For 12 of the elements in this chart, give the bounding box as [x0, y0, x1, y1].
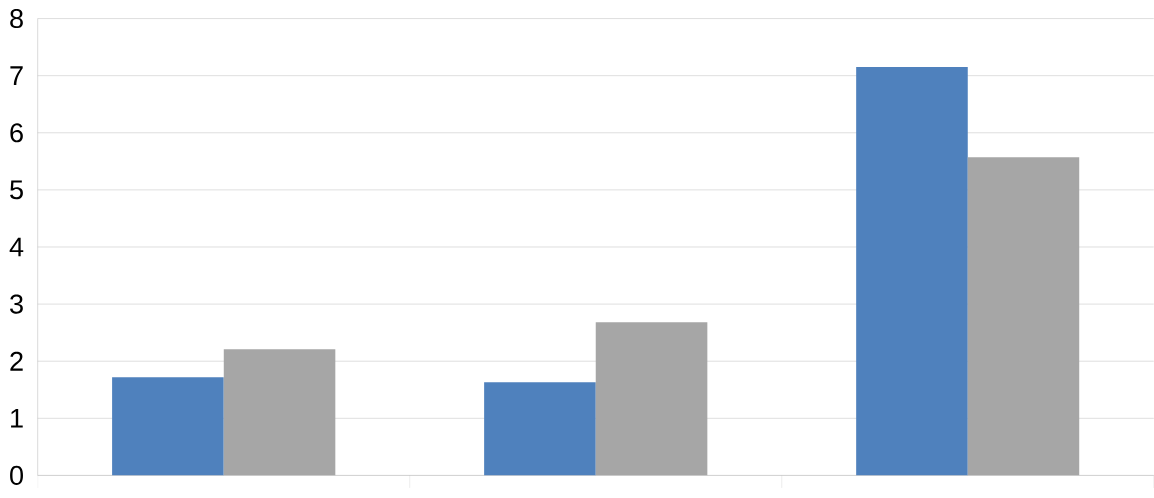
y-tick-label: 4 — [9, 237, 24, 257]
y-tick-label: 8 — [10, 8, 23, 29]
y-tick-label: 6 — [10, 123, 23, 143]
bar — [856, 67, 968, 476]
y-tick-label: 3 — [10, 294, 23, 314]
y-tick-label: 5 — [10, 180, 23, 200]
y-tick-label: 7 — [10, 66, 23, 85]
y-tick-label: 1 — [11, 408, 23, 428]
y-tick-label: 0 — [10, 465, 23, 485]
bar — [484, 382, 596, 476]
y-tick-label: 2 — [10, 351, 23, 371]
bar — [112, 377, 224, 476]
